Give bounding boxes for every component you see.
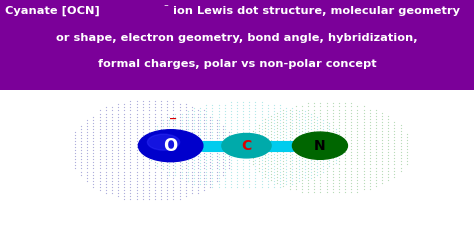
Text: N: N <box>314 139 326 153</box>
Circle shape <box>292 132 347 159</box>
Text: ion Lewis dot structure, molecular geometry: ion Lewis dot structure, molecular geome… <box>169 6 460 16</box>
Text: O: O <box>164 137 178 155</box>
Text: −: − <box>169 114 177 124</box>
Circle shape <box>147 134 180 150</box>
Text: formal charges, polar vs non-polar concept: formal charges, polar vs non-polar conce… <box>98 59 376 69</box>
Text: ⁻: ⁻ <box>164 4 168 12</box>
Text: or shape, electron geometry, bond angle, hybridization,: or shape, electron geometry, bond angle,… <box>56 33 418 43</box>
Text: Cyanate [OCN]: Cyanate [OCN] <box>5 6 100 16</box>
Text: C: C <box>241 139 252 153</box>
Circle shape <box>138 130 203 162</box>
FancyBboxPatch shape <box>0 0 474 90</box>
Circle shape <box>222 133 271 158</box>
